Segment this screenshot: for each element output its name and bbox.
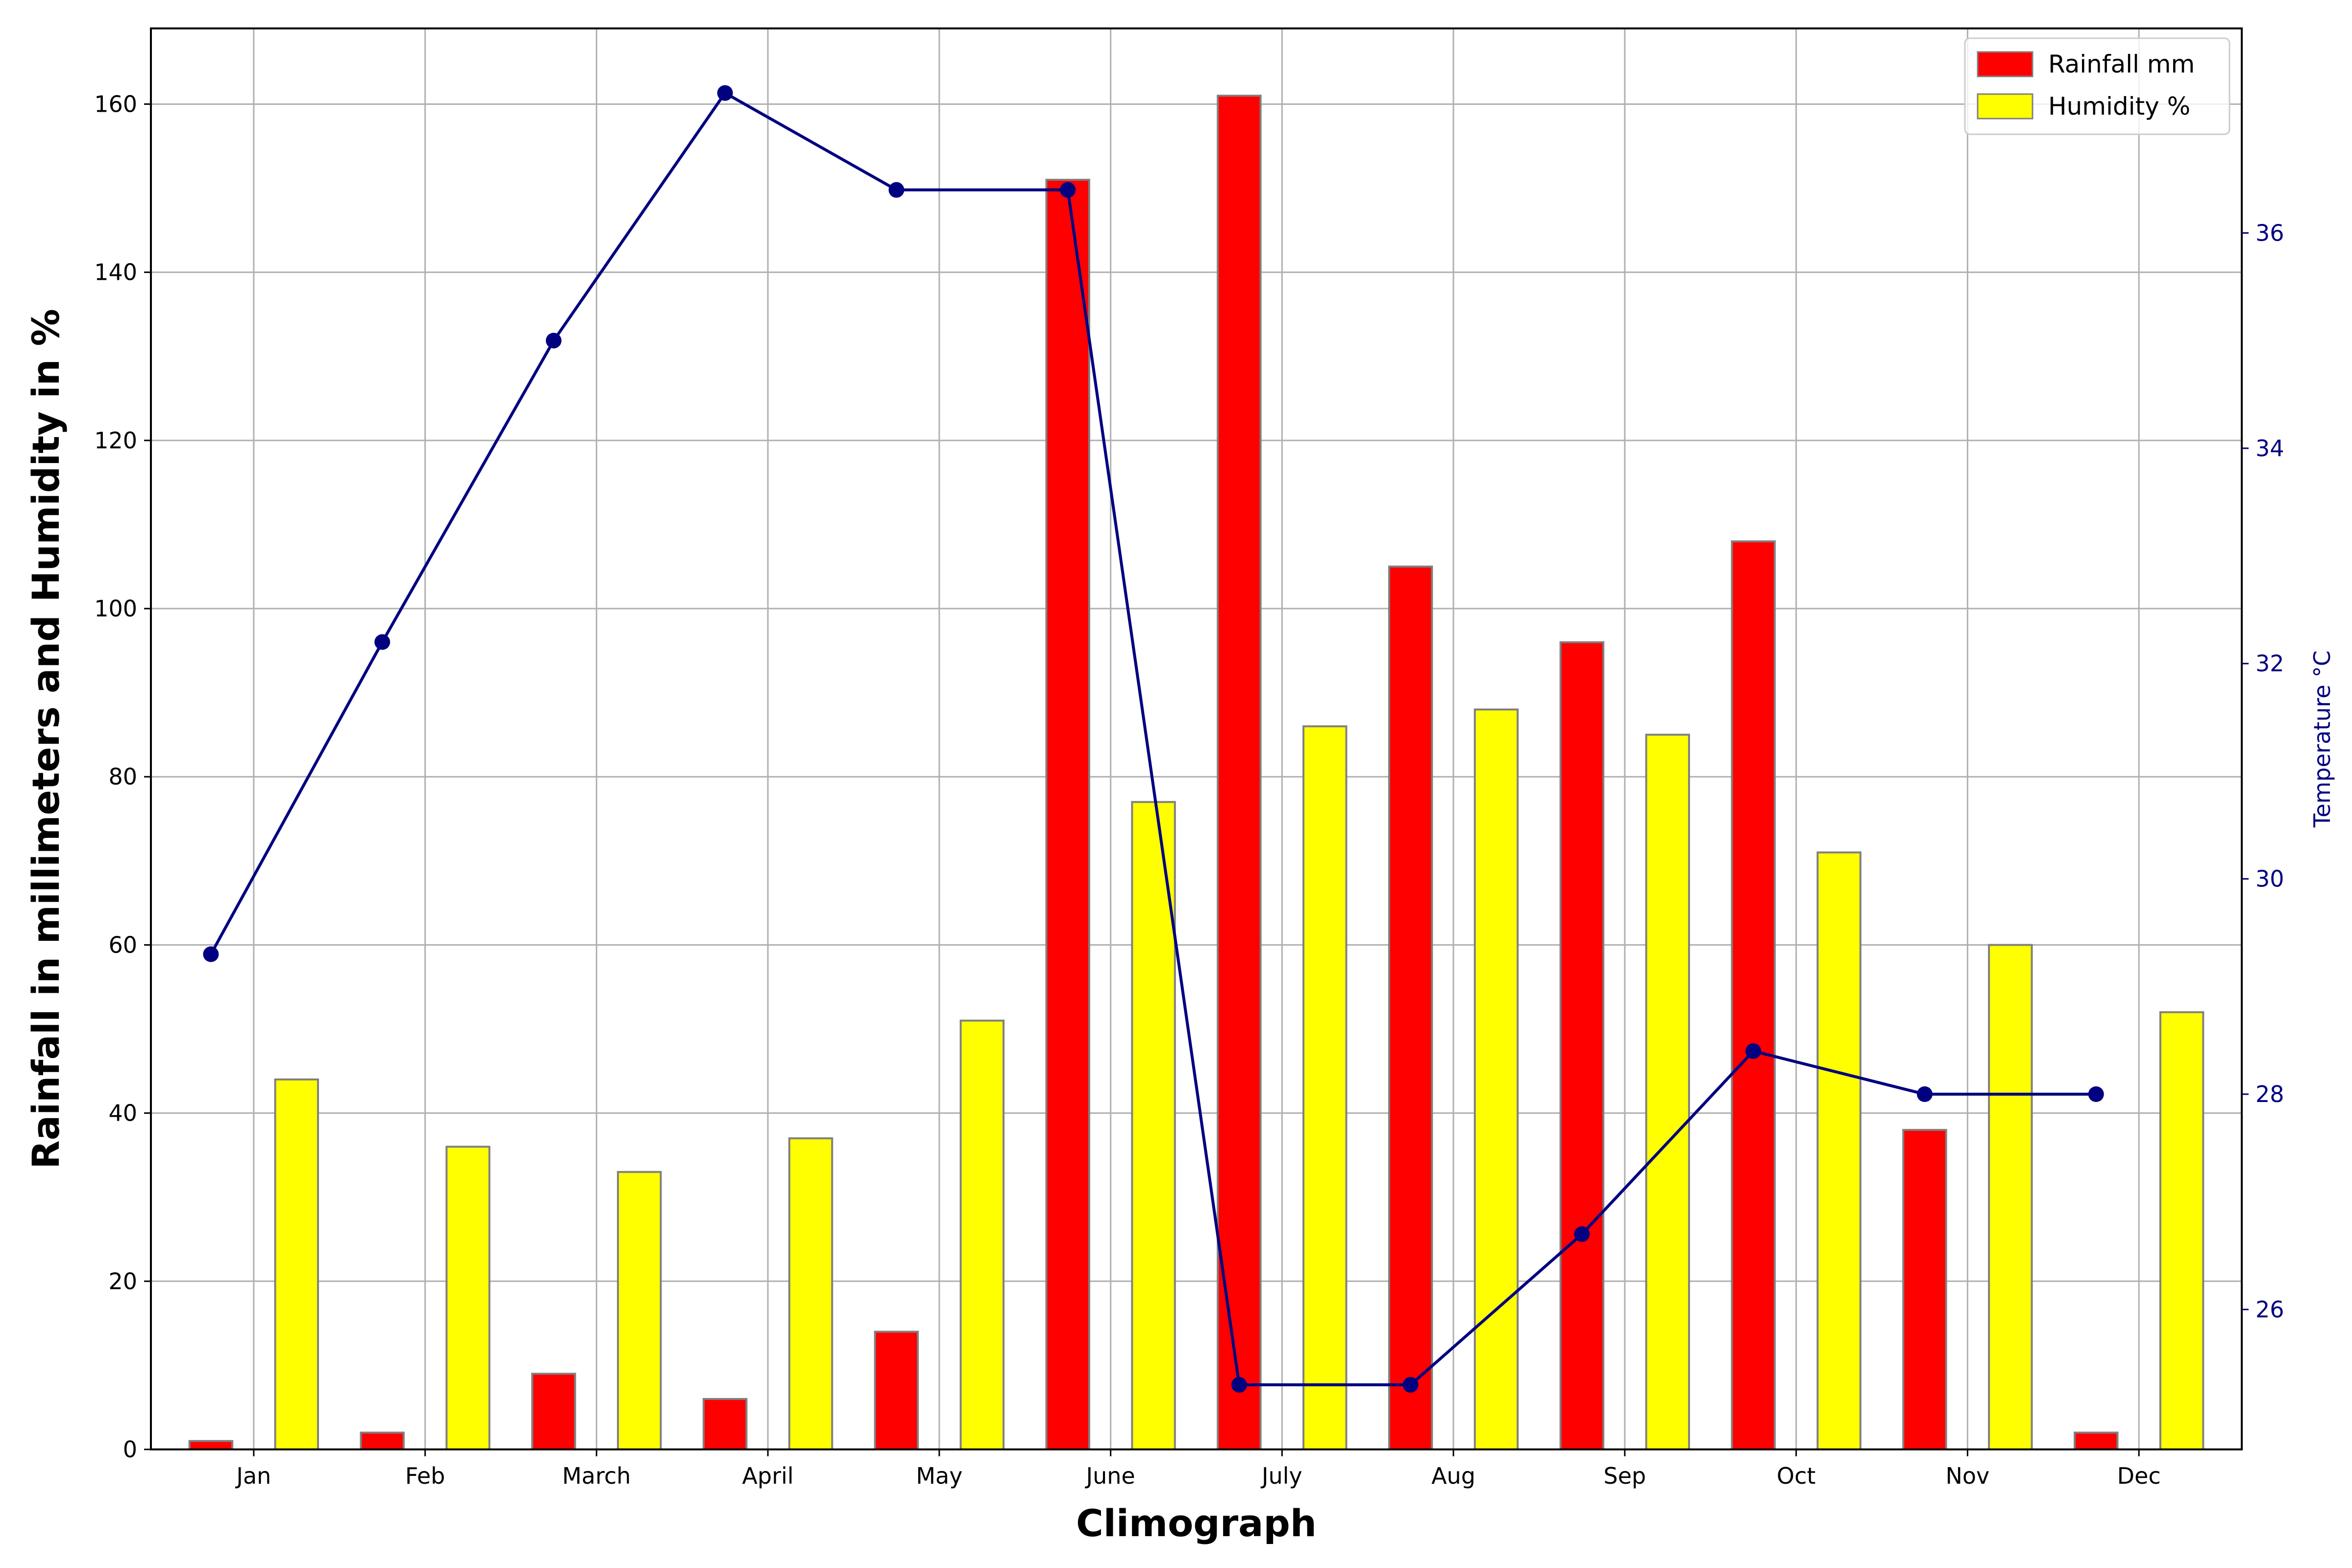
grid bbox=[151, 28, 2242, 1450]
y-tick-label: 0 bbox=[123, 1436, 137, 1463]
bar-rainfall bbox=[1217, 95, 1262, 1451]
temperature-point bbox=[717, 85, 733, 101]
temperature-point bbox=[1574, 1226, 1590, 1242]
y-tick-label: 20 bbox=[108, 1268, 137, 1295]
bar-rainfall bbox=[1559, 641, 1605, 1450]
legend-swatch-rainfall bbox=[1977, 51, 2034, 77]
bar-humidity bbox=[445, 1146, 490, 1450]
y-tick-label: 100 bbox=[94, 595, 137, 622]
temperature-point bbox=[1060, 182, 1076, 198]
bar-humidity bbox=[617, 1171, 662, 1450]
bars bbox=[188, 95, 2205, 1451]
bar-humidity bbox=[1816, 851, 1862, 1450]
x-tick-label: April bbox=[742, 1463, 794, 1489]
y2-tick-label: 30 bbox=[2255, 866, 2284, 892]
axes: 0 20 40 60 80 100 120 140 160 26 28 30 32 34 36 Jan Feb M… bbox=[94, 91, 2284, 1489]
y-tick-label: 40 bbox=[108, 1100, 137, 1127]
bar-humidity bbox=[1645, 734, 1690, 1450]
x-tick-label: June bbox=[1085, 1463, 1135, 1489]
y2-tick-label: 36 bbox=[2255, 220, 2284, 246]
bar-rainfall bbox=[1902, 1128, 1947, 1450]
bar-humidity bbox=[1302, 725, 1348, 1450]
bar-rainfall bbox=[531, 1372, 576, 1450]
x-tick-label: March bbox=[562, 1463, 631, 1489]
temperature-point bbox=[888, 182, 905, 198]
y-tick-label: 60 bbox=[108, 931, 137, 958]
bar-humidity bbox=[1988, 944, 2033, 1450]
bar-humidity bbox=[959, 1019, 1005, 1450]
y-tick-label: 140 bbox=[94, 259, 137, 286]
legend: Rainfall mm Humidity % bbox=[1964, 37, 2230, 135]
y2-axis-title: Temperature °C bbox=[2309, 650, 2335, 828]
temperature-point bbox=[203, 946, 219, 962]
legend-label-rainfall: Rainfall mm bbox=[2048, 50, 2195, 78]
bar-rainfall bbox=[360, 1431, 405, 1450]
bar-rainfall bbox=[2073, 1431, 2119, 1450]
bar-humidity bbox=[1473, 708, 1519, 1450]
bar-rainfall bbox=[1388, 565, 1433, 1450]
temperature-point bbox=[1402, 1377, 1419, 1393]
y-tick-label: 120 bbox=[94, 427, 137, 454]
temperature-line-path bbox=[209, 91, 2096, 1387]
bar-humidity bbox=[274, 1078, 319, 1451]
bar-rainfall bbox=[874, 1330, 919, 1451]
y-tick-label: 160 bbox=[94, 91, 137, 117]
plot-frame bbox=[150, 27, 2243, 1450]
legend-swatch-humidity bbox=[1977, 93, 2034, 120]
temperature-point bbox=[2088, 1086, 2104, 1102]
x-tick-label: July bbox=[1260, 1463, 1302, 1489]
temperature-point bbox=[1231, 1377, 1247, 1393]
x-axis-title: Climograph bbox=[1076, 1501, 1317, 1545]
temperature-line bbox=[203, 85, 2104, 1393]
y-tick-label: 80 bbox=[108, 763, 137, 790]
y-axis-title: Rainfall in millimeters and Humidity in … bbox=[24, 309, 68, 1169]
bar-rainfall bbox=[1045, 178, 1090, 1450]
x-tick-label: May bbox=[916, 1463, 962, 1489]
y2-tick-label: 32 bbox=[2255, 650, 2284, 677]
y2-tick-label: 28 bbox=[2255, 1081, 2284, 1107]
x-tick-label: Dec bbox=[2117, 1463, 2161, 1489]
legend-label-humidity: Humidity % bbox=[2048, 92, 2190, 121]
temperature-point bbox=[1916, 1086, 1933, 1102]
temperature-point bbox=[545, 333, 562, 349]
x-tick-label: Feb bbox=[405, 1463, 445, 1489]
bar-rainfall bbox=[188, 1440, 234, 1451]
bar-humidity bbox=[788, 1137, 833, 1451]
temperature-point bbox=[1745, 1043, 1762, 1059]
x-tick-label: Oct bbox=[1777, 1463, 1816, 1489]
x-tick-label: Sep bbox=[1604, 1463, 1646, 1489]
temperature-point bbox=[374, 634, 391, 650]
x-tick-label: Nov bbox=[1946, 1463, 1990, 1489]
y2-tick-label: 26 bbox=[2255, 1296, 2284, 1323]
x-tick-label: Aug bbox=[1431, 1463, 1475, 1489]
y2-tick-label: 34 bbox=[2255, 435, 2284, 462]
bar-rainfall bbox=[1731, 540, 1776, 1450]
x-tick-label: Jan bbox=[235, 1463, 271, 1489]
bar-rainfall bbox=[702, 1398, 748, 1451]
bar-humidity bbox=[2159, 1011, 2205, 1451]
